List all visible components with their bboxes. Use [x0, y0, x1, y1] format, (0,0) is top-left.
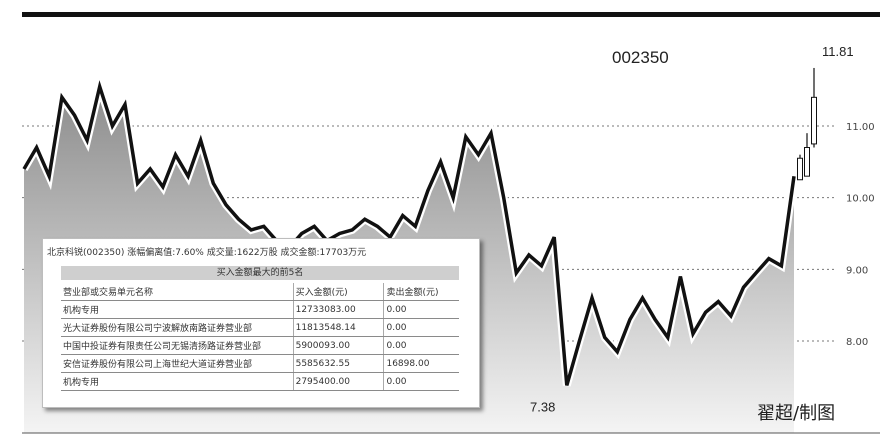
table-header-row: 营业部或交易单元名称 买入金额(元) 卖出金额(元) — [61, 283, 459, 301]
table-row: 安信证券股份有限公司上海世纪大道证券营业部 5585632.55 16898.00 — [61, 354, 459, 373]
candle-body — [804, 147, 810, 177]
y-tick-label: 11.00 — [846, 122, 875, 133]
table-cell: 5585632.55 — [292, 354, 384, 373]
table-cell: 中国中投证券有限责任公司无锡清扬路证券营业部 — [61, 336, 294, 355]
candle-body — [797, 157, 803, 181]
table-cell: 0.00 — [383, 372, 459, 391]
trading-table: 北京科锐(002350) 涨幅偏离值:7.60% 成交量:1622万股 成交金额… — [42, 238, 480, 408]
table-cell: 5900093.00 — [292, 336, 384, 355]
column-header: 买入金额(元) — [292, 283, 384, 301]
y-tick-label: 10.00 — [846, 194, 875, 205]
table-cell: 12733083.00 — [292, 300, 384, 319]
table-cell: 0.00 — [383, 336, 459, 355]
table-subheader: 买入金额最大的前5名 — [61, 266, 459, 280]
y-axis-ticks: 11.00 10.00 9.00 8.00 — [846, 122, 875, 348]
table-row: 光大证券股份有限公司宁波解放南路证券营业部 11813548.14 0.00 — [61, 318, 459, 337]
table-cell: 机构专用 — [61, 300, 294, 319]
table-row: 中国中投证券有限责任公司无锡清扬路证券营业部 5900093.00 0.00 — [61, 336, 459, 355]
y-tick-label: 8.00 — [846, 337, 868, 348]
table-cell: 0.00 — [383, 300, 459, 319]
y-tick-label: 9.00 — [846, 265, 868, 276]
price-line — [22, 80, 796, 386]
top-rule — [22, 12, 880, 17]
table-cell: 安信证券股份有限公司上海世纪大道证券营业部 — [61, 354, 294, 373]
annotations: 11.81 7.38 — [530, 44, 854, 414]
value-annotation: 7.38 — [530, 399, 555, 414]
trading-table-grid: 营业部或交易单元名称 买入金额(元) 卖出金额(元) 机构专用 12733083.00 0… — [61, 283, 459, 391]
candles — [797, 67, 817, 181]
table-cell: 0.00 — [383, 318, 459, 337]
table-row: 机构专用 2795400.00 0.00 — [61, 372, 459, 391]
column-header: 卖出金额(元) — [383, 283, 459, 301]
column-header: 营业部或交易单元名称 — [61, 283, 294, 301]
table-cell: 机构专用 — [61, 372, 294, 391]
table-cell: 2795400.00 — [292, 372, 384, 391]
candle-body — [811, 96, 817, 145]
table-header: 北京科锐(002350) 涨幅偏离值:7.60% 成交量:1622万股 成交金额… — [47, 248, 367, 258]
table-cell: 光大证券股份有限公司宁波解放南路证券营业部 — [61, 318, 294, 337]
value-annotation: 11.81 — [822, 44, 854, 59]
table-cell: 11813548.14 — [292, 318, 384, 337]
table-cell: 16898.00 — [383, 354, 459, 373]
credit-label: 翟超/制图 — [757, 403, 836, 424]
stock-code-label: 002350 — [612, 48, 669, 67]
table-row: 机构专用 12733083.00 0.00 — [61, 300, 459, 319]
